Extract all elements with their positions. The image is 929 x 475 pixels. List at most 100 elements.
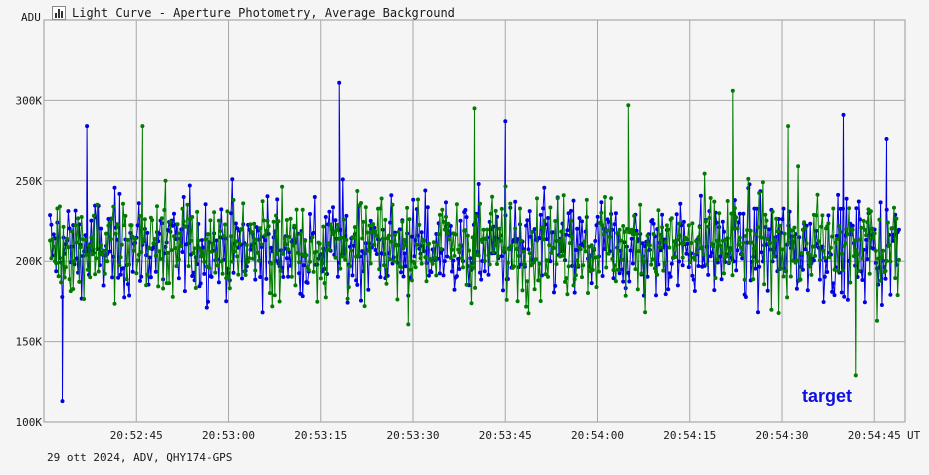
data-point: [65, 236, 70, 241]
data-point: [753, 266, 758, 271]
data-point: [223, 222, 227, 227]
data-point: [210, 241, 215, 246]
data-point: [434, 273, 439, 278]
data-point: [461, 265, 465, 270]
data-point: [225, 209, 230, 214]
data-point: [440, 207, 445, 212]
data-point: [508, 201, 513, 206]
data-point: [63, 265, 68, 270]
data-point: [242, 269, 247, 274]
data-point: [753, 232, 758, 237]
data-point: [473, 285, 478, 290]
data-point: [70, 229, 74, 234]
data-point: [780, 247, 785, 252]
data-point: [843, 241, 848, 246]
data-point: [314, 249, 319, 254]
data-point: [690, 221, 695, 226]
data-point: [485, 227, 490, 232]
data-point: [215, 263, 220, 268]
data-point: [627, 279, 632, 284]
data-point: [129, 223, 134, 228]
data-point: [674, 242, 679, 247]
data-point: [213, 270, 218, 275]
data-point: [888, 292, 893, 297]
data-point: [99, 243, 104, 248]
data-point: [731, 226, 736, 231]
data-point: [79, 215, 84, 219]
data-point: [269, 245, 274, 250]
data-point: [153, 253, 158, 258]
data-point: [612, 263, 617, 268]
data-point: [153, 269, 158, 274]
data-point: [613, 211, 618, 216]
data-point: [288, 216, 293, 221]
data-point: [703, 219, 708, 224]
x-tick-label: 20:52:45: [110, 429, 163, 442]
data-point: [655, 272, 660, 277]
data-point: [638, 202, 643, 207]
data-point: [156, 239, 161, 244]
data-point: [757, 191, 762, 195]
data-point: [396, 230, 401, 234]
data-point: [481, 227, 486, 232]
data-point: [182, 289, 187, 294]
data-point: [264, 276, 269, 281]
data-point: [737, 211, 742, 216]
data-point: [388, 220, 393, 225]
data-point: [411, 197, 416, 202]
data-point: [794, 258, 799, 263]
data-point: [425, 205, 430, 210]
data-point: [61, 224, 66, 229]
data-point: [503, 184, 508, 189]
data-point: [821, 300, 826, 304]
data-point: [350, 273, 355, 278]
data-point: [773, 238, 777, 243]
data-point: [786, 124, 791, 129]
data-point: [861, 218, 866, 223]
data-point: [318, 276, 323, 281]
x-tick-label: 20:53:30: [387, 429, 440, 442]
data-point: [437, 271, 442, 276]
data-point: [463, 228, 468, 233]
data-point: [495, 262, 499, 266]
x-tick-label: 20:53:00: [202, 429, 255, 442]
data-point: [844, 196, 849, 201]
data-point: [380, 236, 385, 241]
data-point: [599, 200, 604, 205]
data-point: [445, 254, 450, 259]
data-point: [600, 274, 605, 278]
data-point: [691, 277, 696, 282]
data-point: [610, 257, 615, 261]
data-point: [465, 233, 470, 238]
data-point: [826, 221, 831, 226]
data-point: [735, 248, 740, 253]
y-tick-label: 200K: [16, 255, 43, 268]
data-point: [468, 264, 473, 269]
data-point: [192, 246, 197, 251]
data-point: [553, 283, 558, 288]
data-point: [230, 259, 235, 264]
data-point: [89, 218, 94, 223]
x-tick-label: 20:54:00: [571, 429, 624, 442]
data-point: [860, 278, 865, 282]
data-point: [306, 268, 311, 272]
data-point: [776, 311, 781, 315]
data-point: [445, 231, 450, 236]
x-tick-label: 20:54:15: [663, 429, 716, 442]
data-point: [841, 112, 846, 117]
data-point: [694, 239, 699, 244]
data-point: [145, 272, 150, 277]
data-point: [498, 239, 503, 243]
data-point: [496, 254, 501, 259]
data-point: [493, 208, 498, 213]
data-point: [607, 234, 612, 239]
data-point: [742, 277, 747, 282]
data-point: [417, 222, 422, 227]
data-point: [278, 268, 283, 273]
data-point: [111, 204, 116, 209]
data-point: [212, 210, 217, 215]
data-point: [263, 233, 268, 238]
data-point: [135, 223, 140, 228]
data-point: [734, 268, 739, 273]
data-point: [476, 253, 481, 258]
